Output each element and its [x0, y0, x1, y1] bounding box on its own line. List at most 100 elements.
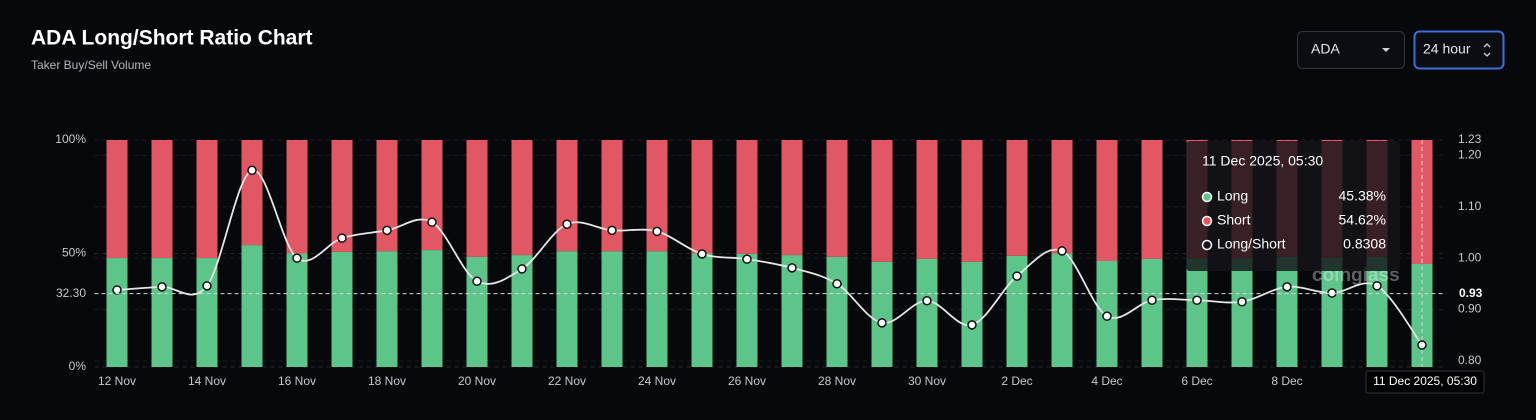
ratio-point: [967, 320, 977, 330]
x-tick-label: 12 Nov: [98, 374, 136, 388]
x-tick-label: 4 Dec: [1091, 374, 1122, 388]
crosshair-x-label: 11 Dec 2025, 05:30: [1373, 374, 1477, 388]
tooltip-title: 11 Dec 2025, 05:30: [1202, 153, 1323, 169]
bar-short: [916, 140, 938, 259]
symbol-value[interactable]: ADA: [1311, 41, 1340, 57]
bar-short: [376, 140, 398, 252]
interval-select[interactable]: [1413, 30, 1505, 70]
y-tick-label: 0%: [69, 359, 87, 373]
tooltip-name: Short: [1217, 212, 1251, 228]
tooltip-value: 0.8308: [1343, 236, 1386, 252]
x-tick-label: 24 Nov: [638, 374, 676, 388]
ratio-point: [877, 318, 887, 328]
symbol-select[interactable]: [1297, 31, 1405, 69]
x-tick-label: 2 Dec: [1001, 374, 1032, 388]
ratio-point: [787, 263, 797, 273]
tooltip-marker: [1201, 191, 1213, 203]
bar-long: [781, 255, 803, 367]
bar-short: [826, 140, 848, 257]
ratio-point: [157, 282, 167, 292]
bar-long: [916, 258, 938, 367]
y-tick-label: 100%: [55, 132, 86, 146]
x-tick-label: 18 Nov: [368, 374, 406, 388]
crosshair-y-label: 32.30: [56, 286, 86, 300]
ratio-point: [607, 225, 617, 236]
interval-value[interactable]: 24 hour: [1423, 41, 1471, 57]
x-tick-label: 22 Nov: [548, 374, 586, 388]
bar-long: [421, 250, 443, 367]
bar-long: [106, 258, 128, 367]
bar-long: [871, 261, 893, 367]
ratio-point: [427, 217, 437, 227]
bar-long: [1051, 253, 1073, 367]
bar-short: [781, 140, 803, 256]
bar-long: [646, 251, 668, 367]
chart-title: ADA Long/Short Ratio Chart: [31, 27, 313, 50]
ratio-point: [1282, 282, 1292, 292]
y2-tick-label: 0.80: [1458, 353, 1482, 367]
ratio-point: [832, 279, 842, 289]
ratio-point: [337, 233, 347, 243]
ratio-point: [1372, 281, 1382, 291]
bar-short: [736, 140, 758, 254]
ratio-point: [742, 254, 752, 264]
bar-long: [1141, 258, 1163, 367]
tooltip-value: 45.38%: [1339, 188, 1386, 204]
bar-long: [1276, 256, 1298, 367]
crosshair-y2-box: [1450, 285, 1492, 304]
bar-short: [1141, 140, 1163, 259]
x-tick-label: 28 Nov: [818, 374, 856, 388]
chart-subtitle: Taker Buy/Sell Volume: [31, 58, 151, 72]
tooltip-name: Long: [1217, 188, 1248, 204]
y2-tick-label: 1.23: [1458, 132, 1482, 146]
x-tick-label: 14 Nov: [188, 374, 226, 388]
bar-short: [1006, 140, 1028, 256]
bar-short: [466, 140, 488, 257]
bar-long: [151, 258, 173, 367]
ratio-point: [1327, 288, 1337, 298]
updown-arrow: [1483, 43, 1491, 57]
tooltip-box: [1186, 141, 1400, 271]
bar-short: [151, 140, 173, 259]
bar-long: [286, 253, 308, 367]
y2-tick-label: 0.90: [1458, 302, 1482, 316]
bar-long: [691, 253, 713, 367]
bar-short: [1051, 140, 1073, 254]
ratio-point: [1102, 311, 1112, 321]
ratio-point: [1012, 271, 1022, 281]
bar-short: [241, 140, 263, 246]
y2-tick-label: 1.10: [1458, 199, 1482, 213]
x-tick-label: 30 Nov: [908, 374, 946, 388]
x-tick-label: 26 Nov: [728, 374, 766, 388]
ratio-point: [202, 281, 212, 291]
ratio-point: [652, 226, 662, 237]
bar-short: [556, 140, 578, 252]
bar-long: [1186, 258, 1208, 367]
bar-short: [511, 140, 533, 256]
bar-short: [1411, 140, 1433, 264]
bar-long: [331, 251, 353, 367]
bar-long: [826, 256, 848, 367]
bar-long: [241, 245, 263, 367]
ratio-point: [472, 276, 482, 286]
ratio-point: [1237, 297, 1247, 307]
bar-long: [511, 255, 533, 367]
tooltip-marker: [1201, 215, 1213, 227]
ratio-point: [1192, 295, 1202, 305]
dropdown-arrow: [1382, 48, 1390, 52]
y-tick-label: 50%: [62, 246, 86, 260]
y2-tick-label: 1.00: [1458, 250, 1482, 264]
bar-short: [286, 140, 308, 254]
bar-long: [736, 253, 758, 367]
ratio-point: [562, 219, 572, 229]
bar-long: [196, 258, 218, 367]
x-tick-label: 20 Nov: [458, 374, 496, 388]
bar-short: [106, 140, 128, 259]
y2-tick-label: 1.20: [1458, 148, 1482, 162]
ratio-point: [292, 253, 302, 263]
bar-short: [331, 140, 353, 252]
bar-short: [601, 140, 623, 252]
crosshair-x-box: [1365, 370, 1485, 394]
